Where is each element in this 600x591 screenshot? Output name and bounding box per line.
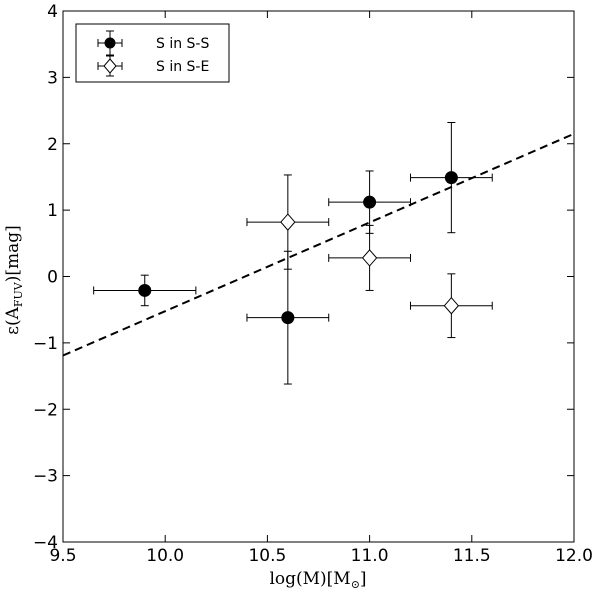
legend-marker-s-in-s-s bbox=[97, 30, 123, 56]
data-point-s-in-s-s bbox=[246, 250, 330, 385]
fit-line-layer bbox=[62, 132, 575, 357]
y-tick-label: −3 bbox=[33, 467, 58, 487]
x-tick-label: 10.0 bbox=[146, 546, 184, 566]
data-point-s-in-s-e bbox=[328, 224, 411, 291]
y-axis-label: ε(AFUV)[mag] bbox=[3, 225, 25, 335]
data-point-s-in-s-e bbox=[246, 174, 330, 270]
y-tick-label: 3 bbox=[47, 68, 58, 88]
x-tick-label: 12.0 bbox=[555, 546, 593, 566]
data-points-layer bbox=[93, 122, 493, 385]
data-point-s-in-s-s bbox=[93, 274, 197, 307]
marker-diamond bbox=[443, 296, 460, 315]
y-tick-label: 1 bbox=[47, 201, 58, 221]
x-tick-label: 11.0 bbox=[351, 546, 389, 566]
y-tick-label: −2 bbox=[33, 400, 58, 420]
plot-frame bbox=[62, 10, 575, 543]
marker-circle bbox=[444, 171, 458, 185]
y-tick-label: 2 bbox=[47, 135, 58, 155]
marker-circle bbox=[281, 311, 295, 325]
legend: S in S-S S in S-E bbox=[75, 23, 230, 83]
y-tick-label: 0 bbox=[47, 268, 58, 288]
legend-label-s-in-s-e: S in S-E bbox=[156, 59, 209, 75]
data-point-s-in-s-s bbox=[328, 170, 411, 234]
marker-circle bbox=[138, 283, 152, 297]
data-point-s-in-s-e bbox=[409, 273, 493, 339]
x-axis-label: log(M)[M⊙] bbox=[269, 569, 366, 591]
fit-line bbox=[62, 132, 575, 357]
x-tick-label: 11.5 bbox=[453, 546, 491, 566]
y-tick-label: 4 bbox=[47, 2, 58, 22]
y-tick-label: −1 bbox=[33, 334, 58, 354]
marker-circle bbox=[363, 195, 377, 209]
x-tick-label: 9.5 bbox=[49, 546, 76, 566]
marker-diamond bbox=[361, 249, 378, 267]
legend-label-s-in-s-s: S in S-S bbox=[156, 36, 209, 52]
legend-marker-s-in-s-e bbox=[97, 55, 123, 77]
axis-ticks: 9.5 10.0 10.5 11.0 11.5 12.0 −4 −3 −2 −1 0 1 2 3 4 bbox=[33, 2, 593, 566]
legend-box bbox=[75, 23, 230, 83]
y-tick-label: −4 bbox=[33, 533, 58, 553]
x-tick-label: 10.5 bbox=[248, 546, 286, 566]
marker-diamond bbox=[280, 213, 296, 231]
data-point-s-in-s-s bbox=[409, 122, 493, 234]
